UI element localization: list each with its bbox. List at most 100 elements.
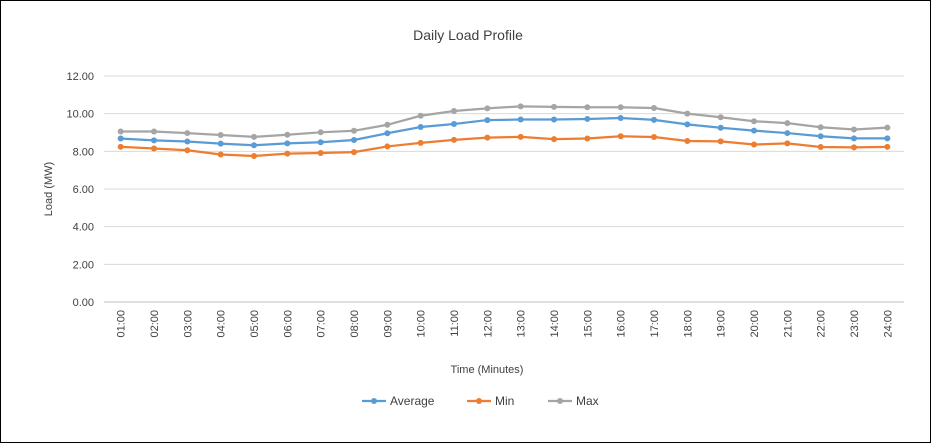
data-point (651, 116, 657, 123)
data-point (551, 116, 557, 123)
data-point (351, 127, 357, 134)
data-point (417, 139, 424, 146)
data-point (617, 114, 624, 121)
series-average (117, 114, 891, 149)
series-line (120, 135, 888, 158)
data-point (451, 108, 457, 115)
data-point (784, 120, 791, 127)
data-point (751, 127, 757, 134)
y-tick-label: 2.00 (73, 259, 94, 271)
data-point (151, 145, 157, 152)
x-tick-label: 11:00 (449, 310, 461, 337)
data-point (317, 139, 324, 146)
x-tick-label: 13:00 (516, 310, 528, 338)
series-max (117, 103, 891, 140)
x-tick-label: 16:00 (616, 310, 628, 338)
legend-item-min: Min (467, 394, 514, 408)
data-point (751, 118, 757, 125)
x-tick-label: 12:00 (482, 310, 494, 338)
data-point (451, 136, 457, 143)
series-min (117, 133, 891, 160)
x-tick-label: 17:00 (649, 310, 661, 338)
data-point (317, 129, 324, 136)
x-tick-label: 07:00 (316, 310, 328, 338)
x-tick-label: 22:00 (816, 310, 828, 338)
data-point (484, 117, 491, 124)
data-point (484, 105, 491, 112)
data-point (717, 138, 724, 145)
data-point (884, 143, 891, 150)
data-point (217, 140, 224, 147)
data-point (551, 136, 557, 143)
x-tick-label: 21:00 (782, 310, 794, 338)
x-tick-label: 01:00 (116, 310, 128, 338)
data-point (784, 130, 791, 137)
data-point (384, 143, 391, 150)
data-point (851, 144, 857, 151)
data-point (551, 103, 557, 110)
data-point (151, 137, 157, 144)
x-axis-label: Time (Minutes) (451, 364, 524, 376)
x-tick-label: 03:00 (182, 310, 194, 338)
legend-label: Min (495, 394, 514, 408)
data-point (751, 141, 757, 148)
data-point (717, 124, 724, 131)
data-point (284, 140, 291, 147)
data-point (884, 135, 891, 142)
data-point (184, 147, 191, 154)
data-point (251, 133, 257, 140)
legend-label: Average (390, 394, 435, 408)
data-point (184, 130, 191, 137)
data-point (584, 135, 591, 142)
gridlines (104, 75, 904, 303)
x-tick-label: 20:00 (749, 310, 761, 338)
data-point (651, 105, 657, 112)
data-point (384, 121, 391, 128)
data-point (351, 149, 357, 156)
x-tick-label: 24:00 (882, 310, 894, 338)
series-line (120, 105, 888, 138)
data-point (817, 133, 824, 140)
data-point (517, 116, 524, 123)
x-tick-label: 18:00 (682, 310, 694, 338)
data-point (417, 112, 424, 119)
data-point (817, 144, 824, 151)
data-point (284, 150, 291, 157)
data-point (684, 137, 691, 144)
legend: Average Min Max (362, 394, 599, 408)
x-tick-label: 04:00 (216, 310, 228, 338)
y-tick-label: 4.00 (73, 222, 94, 234)
data-point (651, 134, 657, 141)
data-point (784, 140, 791, 147)
y-tick-label: 10.00 (66, 109, 94, 121)
data-point (617, 104, 624, 111)
legend-item-max: Max (548, 394, 599, 408)
legend-marker (371, 398, 377, 404)
legend-label: Max (576, 394, 599, 408)
data-point (284, 131, 291, 138)
x-tick-label: 23:00 (849, 310, 861, 338)
data-point (851, 126, 857, 133)
data-point (351, 137, 357, 144)
data-point (251, 153, 257, 160)
data-point (684, 110, 691, 117)
data-point (151, 128, 157, 135)
data-point (617, 133, 624, 140)
series-line (120, 116, 888, 147)
x-tick-label: 14:00 (549, 310, 561, 338)
x-tick-label: 19:00 (716, 310, 728, 338)
data-point (251, 142, 257, 149)
data-point (384, 130, 391, 137)
data-point (517, 103, 524, 110)
data-point (484, 134, 491, 141)
data-point (584, 104, 591, 111)
data-point (517, 133, 524, 140)
y-tick-label: 6.00 (73, 184, 94, 196)
data-point (417, 124, 424, 131)
y-tick-label: 8.00 (73, 146, 94, 158)
series-layer (117, 103, 891, 160)
data-point (817, 124, 824, 131)
x-tick-label: 09:00 (382, 310, 394, 338)
